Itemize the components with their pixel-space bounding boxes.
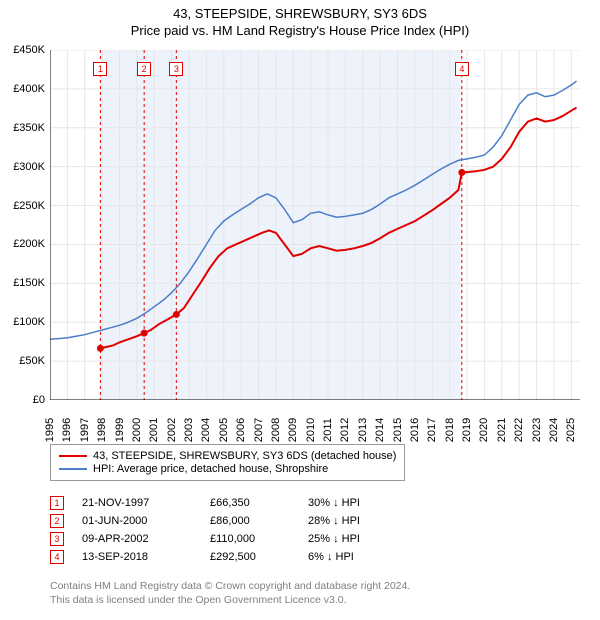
x-tick-label: 2005 (218, 418, 230, 442)
chart-container: 43, STEEPSIDE, SHREWSBURY, SY3 6DS Price… (0, 0, 600, 620)
x-tick-label: 2017 (426, 418, 438, 442)
x-tick-label: 1996 (61, 418, 73, 442)
legend-row: HPI: Average price, detached house, Shro… (59, 463, 396, 475)
transaction-date: 13-SEP-2018 (82, 551, 192, 563)
x-tick-label: 1995 (44, 418, 56, 442)
y-tick-label: £450K (13, 44, 45, 56)
x-tick-label: 2000 (131, 418, 143, 442)
transaction-marker: 2 (50, 514, 64, 528)
x-tick-label: 2007 (253, 418, 265, 442)
y-tick-label: £350K (13, 122, 45, 134)
transaction-date: 09-APR-2002 (82, 533, 192, 545)
transaction-price: £110,000 (210, 533, 290, 545)
chart-marker: 2 (137, 62, 151, 76)
transaction-date: 21-NOV-1997 (82, 497, 192, 509)
transaction-row: 2 01-JUN-2000 £86,000 28% ↓ HPI (50, 514, 408, 528)
transaction-row: 1 21-NOV-1997 £66,350 30% ↓ HPI (50, 496, 408, 510)
x-tick-label: 2016 (409, 418, 421, 442)
legend-swatch (59, 455, 87, 457)
y-tick-label: £300K (13, 161, 45, 173)
transaction-table: 1 21-NOV-1997 £66,350 30% ↓ HPI 2 01-JUN-2000… (50, 492, 408, 568)
transaction-price: £292,500 (210, 551, 290, 563)
x-tick-label: 2018 (444, 418, 456, 442)
x-tick-label: 2003 (183, 418, 195, 442)
transaction-marker: 4 (50, 550, 64, 564)
chart-subtitle: Price paid vs. HM Land Registry's House … (0, 23, 600, 38)
x-tick-label: 2024 (548, 418, 560, 442)
chart-title: 43, STEEPSIDE, SHREWSBURY, SY3 6DS (0, 6, 600, 21)
x-tick-label: 2010 (305, 418, 317, 442)
x-tick-label: 2023 (531, 418, 543, 442)
x-tick-label: 2022 (513, 418, 525, 442)
x-tick-label: 2021 (496, 418, 508, 442)
chart-marker: 4 (455, 62, 469, 76)
x-tick-label: 2019 (461, 418, 473, 442)
footer-line-1: Contains HM Land Registry data © Crown c… (50, 580, 410, 594)
x-tick-label: 2014 (374, 418, 386, 442)
transaction-diff: 25% ↓ HPI (308, 533, 408, 545)
legend-label: 43, STEEPSIDE, SHREWSBURY, SY3 6DS (deta… (93, 450, 396, 462)
transaction-diff: 28% ↓ HPI (308, 515, 408, 527)
transaction-diff: 6% ↓ HPI (308, 551, 408, 563)
y-tick-label: £250K (13, 200, 45, 212)
legend-swatch (59, 468, 87, 470)
x-tick-label: 2001 (148, 418, 160, 442)
x-tick-label: 2002 (166, 418, 178, 442)
transaction-marker: 1 (50, 496, 64, 510)
title-block: 43, STEEPSIDE, SHREWSBURY, SY3 6DS Price… (0, 0, 600, 38)
y-tick-label: £0 (33, 394, 45, 406)
y-tick-label: £150K (13, 277, 45, 289)
x-tick-label: 2012 (339, 418, 351, 442)
legend-row: 43, STEEPSIDE, SHREWSBURY, SY3 6DS (deta… (59, 450, 396, 462)
footer-line-2: This data is licensed under the Open Gov… (50, 594, 410, 608)
y-tick-label: £50K (19, 355, 45, 367)
chart-marker: 1 (93, 62, 107, 76)
x-tick-label: 1999 (114, 418, 126, 442)
transaction-marker: 3 (50, 532, 64, 546)
transaction-row: 4 13-SEP-2018 £292,500 6% ↓ HPI (50, 550, 408, 564)
x-tick-label: 2011 (322, 418, 334, 442)
x-tick-label: 2025 (565, 418, 577, 442)
transaction-price: £66,350 (210, 497, 290, 509)
transaction-date: 01-JUN-2000 (82, 515, 192, 527)
transaction-row: 3 09-APR-2002 £110,000 25% ↓ HPI (50, 532, 408, 546)
x-tick-label: 2013 (357, 418, 369, 442)
footer-attribution: Contains HM Land Registry data © Crown c… (50, 580, 410, 607)
y-tick-label: £200K (13, 238, 45, 250)
legend-label: HPI: Average price, detached house, Shro… (93, 463, 328, 475)
y-tick-label: £100K (13, 316, 45, 328)
x-tick-label: 2009 (287, 418, 299, 442)
chart-svg (50, 50, 580, 400)
x-tick-label: 2008 (270, 418, 282, 442)
x-tick-label: 2020 (478, 418, 490, 442)
transaction-diff: 30% ↓ HPI (308, 497, 408, 509)
transaction-price: £86,000 (210, 515, 290, 527)
x-tick-label: 2015 (392, 418, 404, 442)
chart-marker: 3 (169, 62, 183, 76)
x-tick-label: 2004 (200, 418, 212, 442)
x-tick-label: 2006 (235, 418, 247, 442)
x-tick-label: 1997 (79, 418, 91, 442)
x-tick-label: 1998 (96, 418, 108, 442)
chart-area: £0£50K£100K£150K£200K£250K£300K£350K£400… (50, 50, 580, 400)
legend: 43, STEEPSIDE, SHREWSBURY, SY3 6DS (deta… (50, 444, 405, 481)
y-tick-label: £400K (13, 83, 45, 95)
